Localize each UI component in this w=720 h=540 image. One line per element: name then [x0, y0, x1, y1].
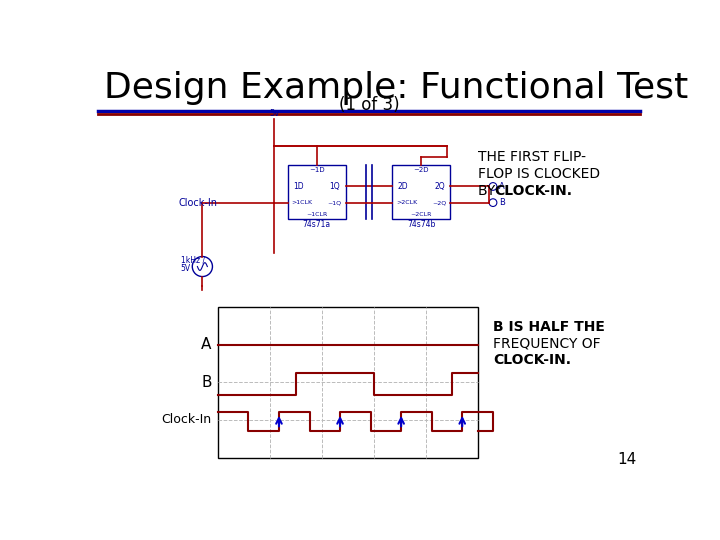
- Text: 2D: 2D: [397, 182, 408, 191]
- Text: 5V: 5V: [181, 265, 191, 273]
- Bar: [392, 165, 451, 219]
- Text: Design Example: Functional Test: Design Example: Functional Test: [104, 71, 688, 105]
- Circle shape: [192, 256, 212, 276]
- Text: A: A: [202, 338, 212, 353]
- Text: CLOCK-IN.: CLOCK-IN.: [493, 354, 571, 368]
- Circle shape: [489, 183, 497, 190]
- Text: 2Q: 2Q: [434, 182, 445, 191]
- Text: >2CLK: >2CLK: [396, 200, 418, 205]
- Text: CLOCK-IN.: CLOCK-IN.: [495, 184, 572, 198]
- Bar: [287, 165, 346, 219]
- Text: B: B: [499, 198, 505, 207]
- Text: B: B: [201, 375, 212, 390]
- Text: ~2Q: ~2Q: [432, 200, 446, 205]
- Text: FREQUENCY OF: FREQUENCY OF: [493, 336, 600, 350]
- Text: >1CLK: >1CLK: [292, 200, 312, 205]
- Text: ~2CLR: ~2CLR: [410, 212, 432, 218]
- Text: 14: 14: [617, 452, 636, 467]
- Text: ~2D: ~2D: [413, 167, 429, 173]
- Text: Clock-In: Clock-In: [161, 414, 212, 427]
- Circle shape: [489, 199, 497, 206]
- Text: B IS HALF THE: B IS HALF THE: [493, 320, 605, 334]
- Text: THE FIRST FLIP-: THE FIRST FLIP-: [477, 150, 585, 164]
- Text: ~1CLR: ~1CLR: [306, 212, 328, 218]
- Text: FLOP IS CLOCKED: FLOP IS CLOCKED: [477, 167, 600, 181]
- Text: BY: BY: [477, 184, 499, 198]
- Text: (1 of 3): (1 of 3): [338, 96, 400, 114]
- Text: 74s74b: 74s74b: [407, 220, 436, 230]
- Text: 1D: 1D: [293, 182, 304, 191]
- Text: A: A: [499, 182, 505, 191]
- Text: 74s71a: 74s71a: [302, 220, 330, 230]
- Text: 1kHz /: 1kHz /: [181, 256, 204, 265]
- Text: ~1D: ~1D: [309, 167, 325, 173]
- Bar: [218, 307, 477, 457]
- Text: 1Q: 1Q: [330, 182, 341, 191]
- Text: ~1Q: ~1Q: [328, 200, 342, 205]
- Text: 5v: 5v: [269, 109, 279, 118]
- Text: Clock-In: Clock-In: [179, 198, 218, 207]
